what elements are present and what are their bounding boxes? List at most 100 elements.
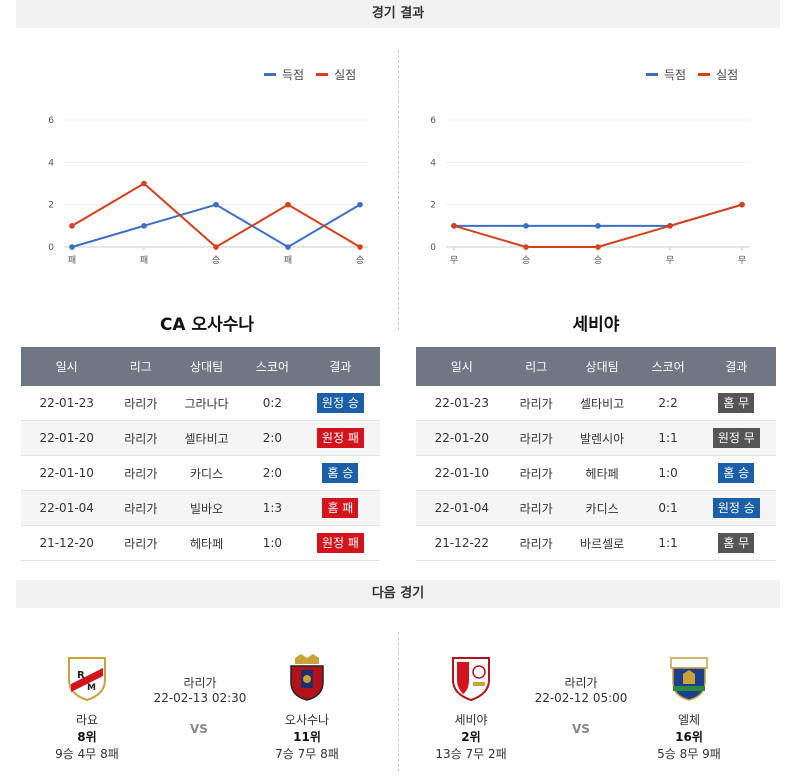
conceded-point xyxy=(523,244,529,250)
results-table-left: 일시 리그 상대팀 스코어 결과 22-01-23 라리가 그라나다 0:2 원정 승 22-01… xyxy=(21,347,380,561)
result-badge: 홈 승 xyxy=(322,463,359,483)
match-datetime: 22-02-13 02:30 xyxy=(153,691,247,705)
table-row: 22-01-20 라리가 발렌시아 1:1 원정 무 xyxy=(416,420,776,456)
conceded-point xyxy=(595,244,601,250)
table-header-row: 일시 리그 상대팀 스코어 결과 xyxy=(21,347,380,386)
next-section-title: 다음 경기 xyxy=(16,580,780,608)
legend-conceded: 실점 xyxy=(698,66,738,83)
league-cell: 라리가 xyxy=(112,525,170,561)
legend-conceded: 실점 xyxy=(316,66,356,83)
conceded-point xyxy=(69,223,75,229)
chart-legend-right: 득점 실점 xyxy=(634,66,738,83)
column-header: 스코어 xyxy=(243,347,301,386)
league-cell: 라리가 xyxy=(507,490,565,526)
team-title-left: CA 오사수나 xyxy=(159,315,255,335)
date-cell: 22-01-04 xyxy=(21,490,113,526)
result-cell: 원정 패 xyxy=(300,525,380,561)
away-team[interactable]: 엘체 16위 5승 8무 9패 xyxy=(644,654,734,762)
result-cell: 홈 패 xyxy=(300,490,380,526)
team-name: 라요 xyxy=(75,713,99,727)
opponent-cell[interactable]: 그라나다 xyxy=(169,386,244,421)
result-cell: 원정 패 xyxy=(300,420,380,456)
y-tick-label: 4 xyxy=(430,158,436,168)
home-team[interactable]: R M 라요 8위 9승 4무 8패 xyxy=(42,654,132,762)
result-cell: 홈 무 xyxy=(696,525,776,561)
line-chart-osasuna: 0 2 4 6 패 패 승 패 승 xyxy=(48,116,368,266)
results-section-title: 경기 결과 xyxy=(16,0,780,28)
chart-legend-left: 득점 실점 xyxy=(252,66,356,83)
y-tick-label: 2 xyxy=(430,201,436,211)
team-record: 7승 7무 8패 xyxy=(275,747,339,761)
opponent-cell[interactable]: 셀타비고 xyxy=(169,420,244,456)
x-tick-label: 승 xyxy=(212,255,220,266)
away-team[interactable]: 오사수나 11위 7승 7무 8패 xyxy=(262,654,352,762)
opponent-cell[interactable]: 헤타페 xyxy=(169,525,244,561)
opponent-cell[interactable]: 바르셀로 xyxy=(564,525,640,561)
table-row: 22-01-10 라리가 헤타페 1:0 홈 승 xyxy=(416,455,776,491)
date-cell: 21-12-20 xyxy=(21,525,113,561)
result-badge: 홈 승 xyxy=(718,463,755,483)
conceded-point xyxy=(141,180,147,187)
team-record: 9승 4무 8패 xyxy=(55,747,119,761)
result-cell: 원정 승 xyxy=(300,386,380,421)
conceded-point xyxy=(357,244,363,250)
team-name: 세비야 xyxy=(454,713,488,727)
league-cell: 라리가 xyxy=(507,455,565,491)
column-header: 상대팀 xyxy=(169,347,244,386)
column-header: 일시 xyxy=(416,347,508,386)
team-rank: 8위 xyxy=(77,730,97,744)
conceded-point xyxy=(451,223,457,229)
date-cell: 22-01-20 xyxy=(416,420,508,456)
league-cell: 라리가 xyxy=(112,490,170,526)
y-tick-label: 6 xyxy=(48,116,54,126)
opponent-cell[interactable]: 카디스 xyxy=(564,490,640,526)
result-cell: 홈 승 xyxy=(300,455,380,491)
table-row: 21-12-20 라리가 헤타페 1:0 원정 패 xyxy=(21,525,380,561)
home-team[interactable]: 세비야 2위 13승 7무 2패 xyxy=(426,654,516,762)
scored-point xyxy=(523,223,529,229)
column-header: 리그 xyxy=(507,347,565,386)
score-cell: 2:2 xyxy=(639,386,697,421)
team-record: 5승 8무 9패 xyxy=(657,747,721,761)
score-cell: 2:0 xyxy=(243,420,301,456)
league-cell: 라리가 xyxy=(112,420,170,456)
date-cell: 22-01-10 xyxy=(21,455,113,491)
column-header: 리그 xyxy=(112,347,170,386)
table-header-row: 일시 리그 상대팀 스코어 결과 xyxy=(416,347,776,386)
table-row: 22-01-23 라리가 셀타비고 2:2 홈 무 xyxy=(416,386,776,421)
team-name: 엘체 xyxy=(677,713,701,727)
conceded-series-line xyxy=(71,182,361,249)
x-tick-label: 무 xyxy=(666,255,674,266)
match-league: 라리가 xyxy=(564,676,598,690)
result-badge: 원정 패 xyxy=(316,533,364,553)
opponent-cell[interactable]: 헤타페 xyxy=(564,455,640,491)
scored-point xyxy=(69,244,75,250)
x-tick-label: 패 xyxy=(140,255,148,266)
team-title-right: 세비야 xyxy=(572,315,620,335)
svg-text:R: R xyxy=(77,670,85,681)
opponent-cell[interactable]: 발렌시아 xyxy=(564,420,640,456)
conceded-point xyxy=(739,201,745,208)
result-badge: 원정 무 xyxy=(712,428,760,448)
date-cell: 22-01-20 xyxy=(21,420,113,456)
team-rank: 11위 xyxy=(293,730,321,744)
team-record: 13승 7무 2패 xyxy=(435,747,507,761)
scored-point xyxy=(595,223,601,229)
y-tick-label: 2 xyxy=(48,201,54,211)
match-divider xyxy=(398,632,399,772)
opponent-cell[interactable]: 셀타비고 xyxy=(564,386,640,421)
date-cell: 22-01-23 xyxy=(21,386,113,421)
results-table-right: 일시 리그 상대팀 스코어 결과 22-01-23 라리가 셀타비고 2:2 홈 무 22-01-… xyxy=(416,347,776,561)
result-badge: 원정 패 xyxy=(316,428,364,448)
result-cell: 원정 승 xyxy=(696,490,776,526)
table-row: 22-01-23 라리가 그라나다 0:2 원정 승 xyxy=(21,386,380,421)
date-cell: 21-12-22 xyxy=(416,525,508,561)
result-badge: 원정 승 xyxy=(316,393,364,413)
svg-text:M: M xyxy=(87,683,96,693)
score-cell: 0:1 xyxy=(639,490,697,526)
opponent-cell[interactable]: 빌바오 xyxy=(169,490,244,526)
scored-point xyxy=(213,201,219,208)
opponent-cell[interactable]: 카디스 xyxy=(169,455,244,491)
result-cell: 원정 무 xyxy=(696,420,776,456)
table-row: 22-01-20 라리가 셀타비고 2:0 원정 패 xyxy=(21,420,380,456)
